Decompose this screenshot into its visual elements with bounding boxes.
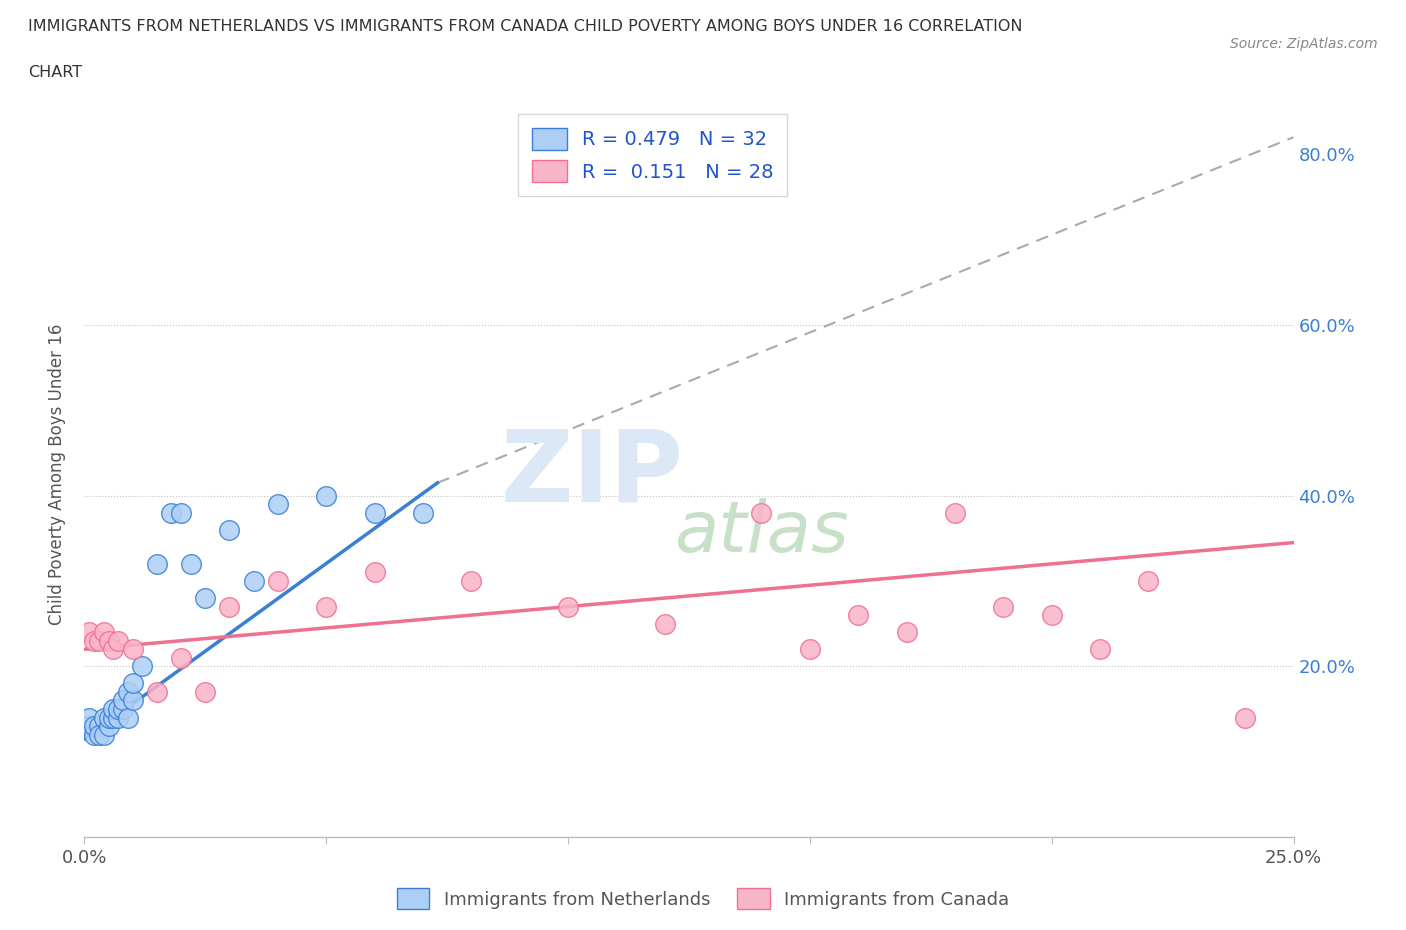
Point: [77, 711, 100, 725]
Point: [77, 625, 100, 640]
Point: [112, 693, 135, 708]
Point: [87, 727, 110, 742]
Point: [1234, 711, 1257, 725]
Point: [93, 625, 115, 640]
Point: [87, 633, 110, 648]
Point: [846, 607, 869, 622]
Point: [170, 505, 193, 520]
Y-axis label: Child Poverty Among Boys Under 16: Child Poverty Among Boys Under 16: [48, 324, 66, 625]
Point: [103, 642, 125, 657]
Point: [103, 711, 125, 725]
Point: [97, 719, 120, 734]
Point: [83, 719, 105, 734]
Point: [267, 497, 290, 512]
Point: [896, 625, 918, 640]
Point: [460, 574, 482, 589]
Point: [315, 488, 337, 503]
Point: [170, 650, 193, 665]
Point: [557, 599, 579, 614]
Text: atlas: atlas: [675, 498, 849, 566]
Point: [97, 711, 120, 725]
Point: [943, 505, 966, 520]
Point: [83, 727, 105, 742]
Point: [103, 701, 125, 716]
Point: [112, 701, 135, 716]
Point: [117, 684, 139, 699]
Point: [107, 701, 129, 716]
Point: [363, 505, 385, 520]
Point: [751, 505, 773, 520]
Point: [131, 658, 153, 673]
Point: [218, 599, 240, 614]
Point: [267, 574, 290, 589]
Point: [1088, 642, 1111, 657]
Point: [107, 633, 129, 648]
Point: [218, 523, 240, 538]
Point: [194, 591, 217, 605]
Point: [1137, 574, 1160, 589]
Point: [107, 711, 129, 725]
Legend: R = 0.479   N = 32, R =  0.151   N = 28: R = 0.479 N = 32, R = 0.151 N = 28: [517, 114, 787, 196]
Point: [87, 719, 110, 734]
Text: CHART: CHART: [28, 65, 82, 80]
Text: Source: ZipAtlas.com: Source: ZipAtlas.com: [1230, 37, 1378, 51]
Point: [93, 711, 115, 725]
Point: [412, 505, 434, 520]
Point: [93, 727, 115, 742]
Point: [121, 693, 143, 708]
Point: [83, 633, 105, 648]
Text: IMMIGRANTS FROM NETHERLANDS VS IMMIGRANTS FROM CANADA CHILD POVERTY AMONG BOYS U: IMMIGRANTS FROM NETHERLANDS VS IMMIGRANT…: [28, 19, 1022, 33]
Point: [121, 676, 143, 691]
Legend: Immigrants from Netherlands, Immigrants from Canada: Immigrants from Netherlands, Immigrants …: [389, 881, 1017, 916]
Point: [160, 505, 183, 520]
Point: [993, 599, 1015, 614]
Point: [1040, 607, 1063, 622]
Text: ZIP: ZIP: [501, 426, 683, 523]
Point: [121, 642, 143, 657]
Point: [194, 684, 217, 699]
Point: [77, 719, 100, 734]
Point: [799, 642, 821, 657]
Point: [146, 556, 169, 571]
Point: [97, 633, 120, 648]
Point: [117, 711, 139, 725]
Point: [654, 617, 676, 631]
Point: [146, 684, 169, 699]
Point: [242, 574, 264, 589]
Point: [315, 599, 337, 614]
Point: [180, 556, 202, 571]
Point: [363, 565, 385, 580]
